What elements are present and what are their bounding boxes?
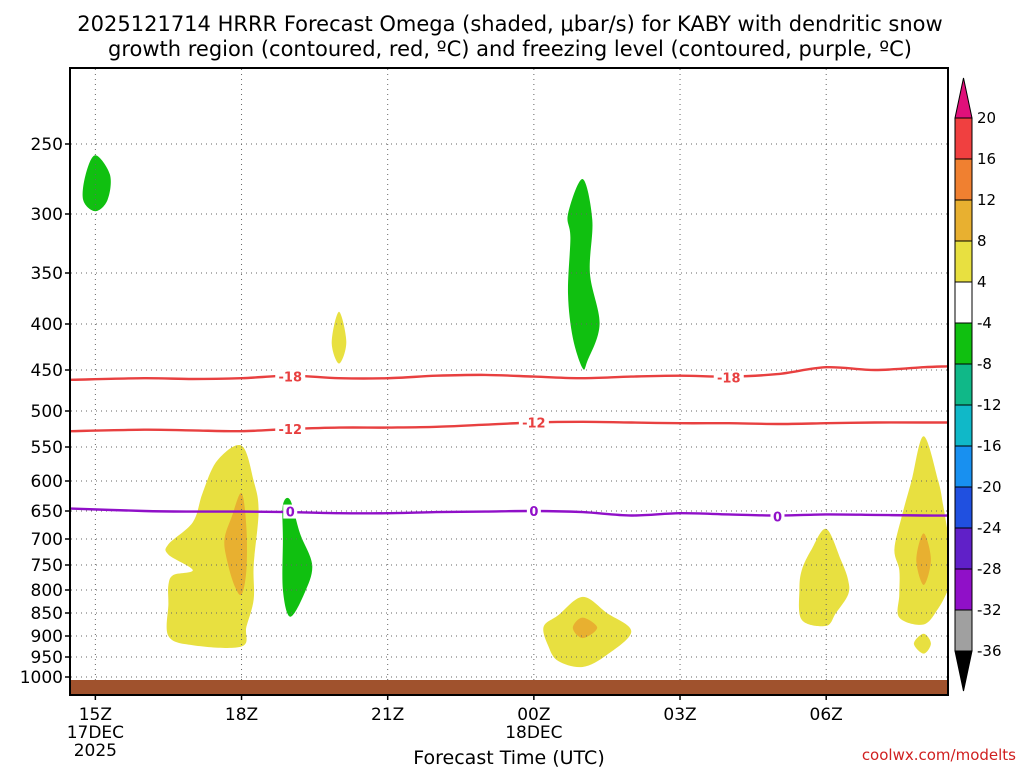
colorbar-label: 12 [977,191,996,209]
credit-text: coolwx.com/modelts [862,746,1016,764]
y-tick-label: 1000 [20,668,63,688]
y-tick-label: 500 [31,402,63,422]
x-axis-label: Forecast Time (UTC) [413,747,604,768]
ground-surface [71,680,948,694]
colorbar-segment [954,445,973,488]
colorbar-label: -8 [977,355,992,373]
dgz-lower-line [70,420,948,433]
freezing-level-label: 0 [773,511,782,526]
colorbar-label: -32 [977,601,1002,619]
x-tick-year: 2025 [74,741,117,761]
dgz-upper-label-bg [713,370,744,385]
y-tick-label: 350 [31,264,63,284]
colorbar-label: -20 [977,478,1002,496]
dgz-lower-label-bg [275,422,306,436]
y-tick-label: 300 [31,205,63,225]
y-tick-label: 700 [31,530,63,550]
x-tick-label: 15Z [79,705,112,725]
x-tick-date: 17DEC [67,723,124,743]
omega-yellow-4 [798,528,850,627]
chart-title-line1: 2025121714 HRRR Forecast Omega (shaded, … [77,12,942,36]
dgz-lower-label-bg [518,415,549,430]
x-tick-label: 00Z [517,705,550,725]
x-tick-label: 18Z [225,705,258,725]
dgz-upper-line [70,365,949,382]
y-tick-label: 800 [31,581,63,601]
omega-yellow-5 [894,436,948,625]
x-tick-label: 03Z [663,705,696,725]
colorbar-label: -4 [977,314,992,332]
freezing-level-label-bg [526,504,541,518]
colorbar-segment [954,117,973,160]
colorbar: 20 16 12 8 4 -4 -8 -12 -16 -20 -24 -28 -32 -36 [954,77,1002,692]
colorbar-bottom-arrow [954,650,973,692]
omega-yellow-6 [913,633,931,654]
dgz-upper-label-bg [275,369,306,384]
freezing-level-label-bg [770,509,785,524]
grid-lines [71,69,948,694]
colorbar-label: 20 [977,109,996,127]
colorbar-segment [954,322,973,365]
freezing-level-label: 0 [529,505,538,520]
colorbar-label: 8 [977,232,987,250]
dgz-upper-label: -18 [717,371,741,386]
x-tick-date: 18DEC [505,723,562,743]
colorbar-label: -24 [977,519,1002,537]
colorbar-label: -36 [977,642,1002,660]
y-tick-label: 400 [31,315,63,335]
colorbar-segment [954,609,973,652]
omega-green-2 [567,178,600,370]
temperature-contours: -18 -18 -12 -12 0 0 0 [70,365,949,526]
y-tick-label: 850 [31,604,63,624]
y-tick-label: 750 [31,556,63,576]
colorbar-label: -28 [977,560,1002,578]
colorbar-segment [954,363,973,406]
x-tick-label: 21Z [371,705,404,725]
omega-orange-2 [572,617,598,639]
colorbar-segment [954,568,973,611]
colorbar-segment [954,404,973,447]
colorbar-label: -16 [977,437,1002,455]
colorbar-top-arrow [954,77,973,119]
y-tick-label: 950 [31,648,63,668]
omega-yellow-2 [165,444,259,648]
y-tick-label: 250 [31,135,63,155]
dgz-lower-label: -12 [279,423,303,438]
dgz-upper-label: -18 [279,371,303,386]
freezing-level-label-bg [283,504,298,519]
dgz-lower-label: -12 [522,417,546,432]
omega-yellow-1 [331,311,347,364]
colorbar-segment [954,281,973,324]
colorbar-label: 16 [977,150,996,168]
colorbar-segment [954,240,973,283]
y-axis-ticks: 250 300 350 400 450 500 550 600 650 700 750 800 850 9… [20,135,71,688]
colorbar-segment [954,527,973,570]
omega-green-3 [282,497,313,617]
y-tick-label: 550 [31,438,63,458]
chart-title-line2: growth region (contoured, red, ºC) and f… [108,37,912,61]
colorbar-segment [954,158,973,201]
y-tick-label: 650 [31,502,63,522]
x-tick-label: 06Z [810,705,843,725]
colorbar-segment [954,486,973,529]
colorbar-label: 4 [977,273,987,291]
colorbar-segment [954,199,973,242]
plot-frame [69,67,949,696]
y-tick-label: 450 [31,361,63,381]
colorbar-label: -12 [977,396,1002,414]
omega-green-1 [82,155,111,212]
freezing-level-label: 0 [286,506,295,521]
y-tick-label: 900 [31,627,63,647]
omega-orange-3 [916,533,931,585]
y-tick-label: 600 [31,472,63,492]
